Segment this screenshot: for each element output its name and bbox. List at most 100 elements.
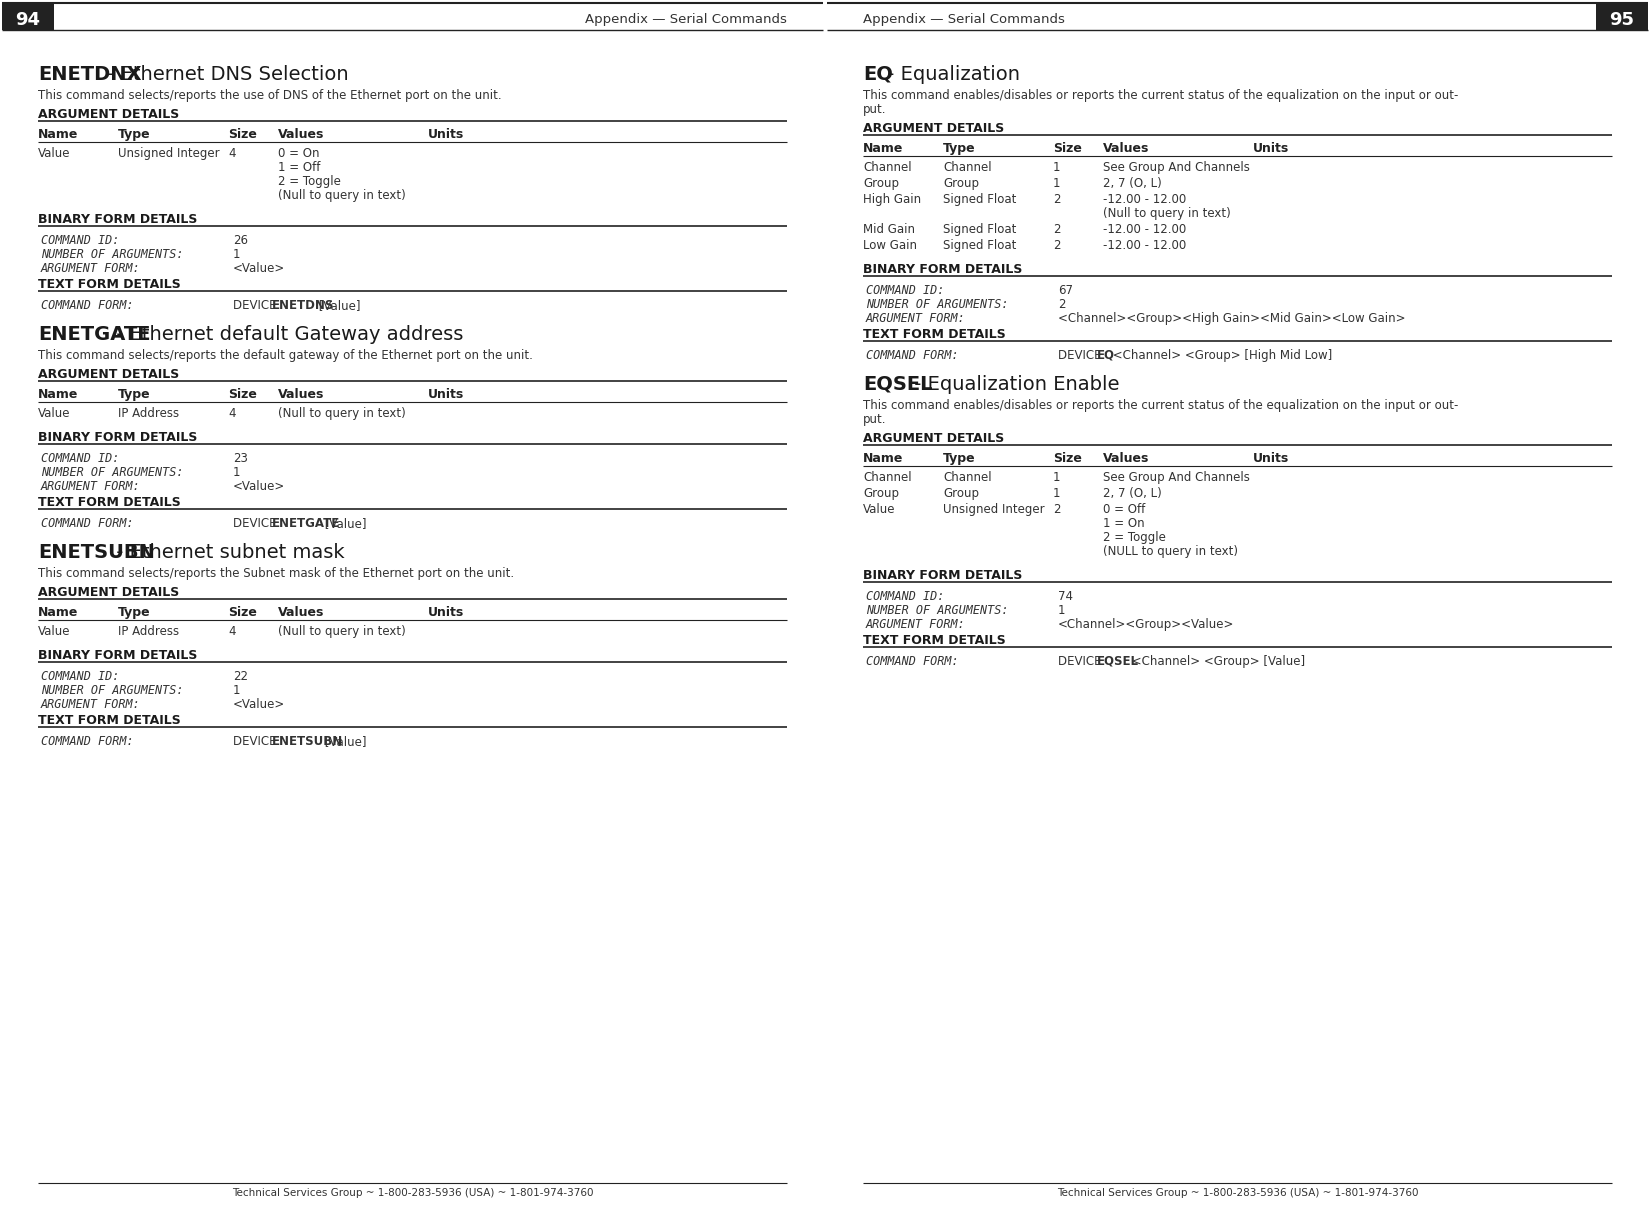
Text: ARGUMENT FORM:: ARGUMENT FORM: [866,313,965,325]
Text: IP Address: IP Address [119,407,180,420]
Text: Type: Type [119,388,150,401]
Text: (Null to query in text): (Null to query in text) [277,407,406,420]
Text: EQSEL: EQSEL [1097,655,1138,668]
Text: COMMAND FORM:: COMMAND FORM: [41,517,134,530]
Text: ARGUMENT DETAILS: ARGUMENT DETAILS [863,122,1005,135]
Text: Units: Units [1252,452,1289,465]
Text: <Value>: <Value> [233,698,285,711]
Text: -12.00 - 12.00: -12.00 - 12.00 [1102,223,1186,236]
Text: This command enables/disables or reports the current status of the equalization : This command enables/disables or reports… [863,399,1459,412]
Text: This command enables/disables or reports the current status of the equalization : This command enables/disables or reports… [863,89,1459,102]
Text: 1: 1 [1053,178,1061,190]
Text: (Null to query in text): (Null to query in text) [1102,207,1231,220]
Text: ARGUMENT FORM:: ARGUMENT FORM: [866,618,965,631]
Text: EQ: EQ [863,64,893,84]
Text: NUMBER OF ARGUMENTS:: NUMBER OF ARGUMENTS: [41,248,183,261]
Text: 2 = Toggle: 2 = Toggle [1102,531,1167,544]
Text: ARGUMENT FORM:: ARGUMENT FORM: [41,480,140,492]
Text: <Channel><Group><Value>: <Channel><Group><Value> [1058,618,1234,631]
Text: This command selects/reports the default gateway of the Ethernet port on the uni: This command selects/reports the default… [38,349,533,362]
Text: BINARY FORM DETAILS: BINARY FORM DETAILS [38,649,198,662]
Text: Units: Units [1252,142,1289,154]
Text: COMMAND FORM:: COMMAND FORM: [866,349,959,362]
Text: [Value]: [Value] [322,517,366,530]
Text: <Value>: <Value> [233,261,285,275]
Text: DEVICE: DEVICE [1058,655,1106,668]
Text: 94: 94 [15,11,41,29]
Text: Group: Group [863,486,899,500]
Text: 1 = On: 1 = On [1102,517,1145,530]
Bar [1596,2,1648,30]
Text: 26: 26 [233,233,248,247]
Text: TEXT FORM DETAILS: TEXT FORM DETAILS [38,714,182,727]
Text: Low Gain: Low Gain [863,240,917,252]
Text: - Equalization: - Equalization [881,64,1020,84]
Text: High Gain: High Gain [863,193,921,206]
Text: 4: 4 [228,625,236,638]
Text: Units: Units [427,128,464,141]
Text: NUMBER OF ARGUMENTS:: NUMBER OF ARGUMENTS: [41,466,183,479]
Text: BINARY FORM DETAILS: BINARY FORM DETAILS [38,430,198,444]
Text: ARGUMENT DETAILS: ARGUMENT DETAILS [38,108,180,122]
Text: DEVICE: DEVICE [233,734,280,748]
Text: Group: Group [944,486,978,500]
Text: Units: Units [427,606,464,619]
Text: Unsigned Integer: Unsigned Integer [944,503,1044,516]
Text: Signed Float: Signed Float [944,240,1016,252]
Text: NUMBER OF ARGUMENTS:: NUMBER OF ARGUMENTS: [41,683,183,697]
Text: See Group And Channels: See Group And Channels [1102,471,1251,484]
Bar [2,2,54,30]
Text: Value: Value [38,625,71,638]
Text: Type: Type [944,142,975,154]
Text: Mid Gain: Mid Gain [863,223,916,236]
Text: - Equalization Enable: - Equalization Enable [908,375,1119,394]
Text: TEXT FORM DETAILS: TEXT FORM DETAILS [38,496,182,510]
Text: <Channel> <Group> [Value]: <Channel> <Group> [Value] [1127,655,1305,668]
Text: COMMAND ID:: COMMAND ID: [866,590,944,603]
Text: This command selects/reports the use of DNS of the Ethernet port on the unit.: This command selects/reports the use of … [38,89,502,102]
Text: - Ethernet subnet mask: - Ethernet subnet mask [111,544,345,562]
Text: Group: Group [863,178,899,190]
Text: COMMAND ID:: COMMAND ID: [41,452,119,465]
Text: ARGUMENT FORM:: ARGUMENT FORM: [41,698,140,711]
Text: 2 = Toggle: 2 = Toggle [277,175,342,188]
Text: - Ethernet default Gateway address: - Ethernet default Gateway address [111,325,464,344]
Text: This command selects/reports the Subnet mask of the Ethernet port on the unit.: This command selects/reports the Subnet … [38,567,515,580]
Text: Channel: Channel [944,471,992,484]
Text: - Ethernet DNS Selection: - Ethernet DNS Selection [101,64,348,84]
Text: Channel: Channel [863,161,911,174]
Text: 23: 23 [233,452,248,465]
Text: Channel: Channel [863,471,911,484]
Text: Group: Group [944,178,978,190]
Text: ENETGATE: ENETGATE [272,517,340,530]
Text: EQSEL: EQSEL [863,375,932,394]
Text: Size: Size [1053,142,1082,154]
Text: ENETGATE: ENETGATE [38,325,150,344]
Text: Name: Name [38,128,79,141]
Text: 2: 2 [1058,298,1066,311]
Text: BINARY FORM DETAILS: BINARY FORM DETAILS [38,213,198,226]
Text: DEVICE: DEVICE [233,517,280,530]
Text: Signed Float: Signed Float [944,223,1016,236]
Text: [Value]: [Value] [322,734,366,748]
Text: 67: 67 [1058,285,1072,297]
Text: Type: Type [119,606,150,619]
Text: Value: Value [38,407,71,420]
Text: (Null to query in text): (Null to query in text) [277,188,406,202]
Text: ARGUMENT DETAILS: ARGUMENT DETAILS [38,368,180,381]
Text: DEVICE: DEVICE [1058,349,1106,362]
Text: 2, 7 (O, L): 2, 7 (O, L) [1102,178,1162,190]
Text: 1: 1 [1053,486,1061,500]
Text: 1: 1 [233,466,241,479]
Text: 2: 2 [1053,503,1061,516]
Text: Name: Name [863,452,904,465]
Text: 95: 95 [1609,11,1635,29]
Text: COMMAND FORM:: COMMAND FORM: [41,734,134,748]
Text: <Channel> <Group> [High Mid Low]: <Channel> <Group> [High Mid Low] [1109,349,1332,362]
Text: -12.00 - 12.00: -12.00 - 12.00 [1102,193,1186,206]
Text: 4: 4 [228,147,236,161]
Text: Channel: Channel [944,161,992,174]
Text: 2: 2 [1053,240,1061,252]
Text: IP Address: IP Address [119,625,180,638]
Text: Values: Values [1102,142,1150,154]
